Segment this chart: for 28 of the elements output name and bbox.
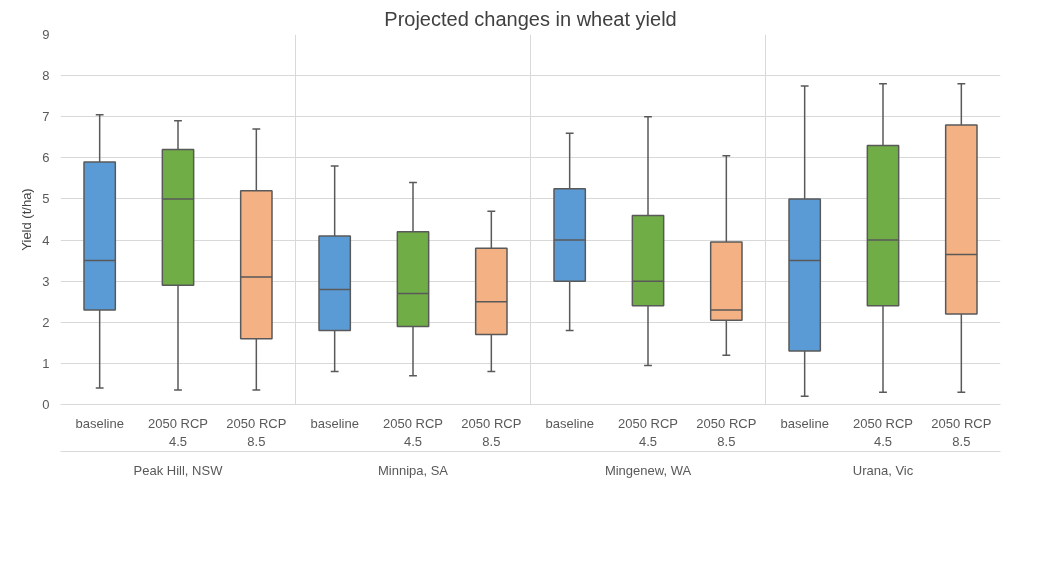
text: Mingenew, WA: [604, 462, 692, 478]
y-tick-label: 5: [42, 191, 50, 207]
text: Peak Hill, NSW: [133, 462, 224, 478]
x-tick-label: 2050 RCP 4.5: [618, 415, 678, 449]
x-tick-label: baseline: [310, 415, 359, 431]
x-tick-label: 2050 RCP 4.5: [148, 415, 208, 449]
y-tick-label: 8: [42, 68, 50, 84]
x-tick-label: baseline: [545, 415, 594, 431]
y-tick-label: 7: [42, 109, 50, 125]
y-tick-label: 2: [42, 314, 50, 330]
x-tick-label: baseline: [780, 415, 829, 431]
y-tick-label: 1: [42, 355, 50, 371]
x-tick-label: 2050 RCP 8.5: [461, 415, 522, 449]
x-tick-label: 2050 RCP 4.5: [853, 415, 913, 449]
y-axis-title: Yield (t/ha): [19, 188, 35, 251]
x-tick-label: 2050 RCP 8.5: [226, 415, 287, 449]
y-tick-label: 4: [42, 232, 50, 248]
y-tick-label: 3: [42, 273, 50, 289]
chart-title: Projected changes in wheat yield: [384, 7, 677, 30]
text: Minnipa, SA: [377, 462, 449, 478]
x-tick-label: 2050 RCP 8.5: [696, 415, 757, 449]
text: Urana, Vic: [852, 462, 914, 478]
x-tick-label: baseline: [75, 415, 124, 431]
x-tick-label: 2050 RCP 8.5: [931, 415, 992, 449]
y-tick-label: 0: [42, 397, 50, 412]
x-tick-label: 2050 RCP 4.5: [383, 415, 443, 449]
y-tick-label: 9: [42, 27, 50, 42]
y-tick-label: 6: [42, 150, 50, 166]
